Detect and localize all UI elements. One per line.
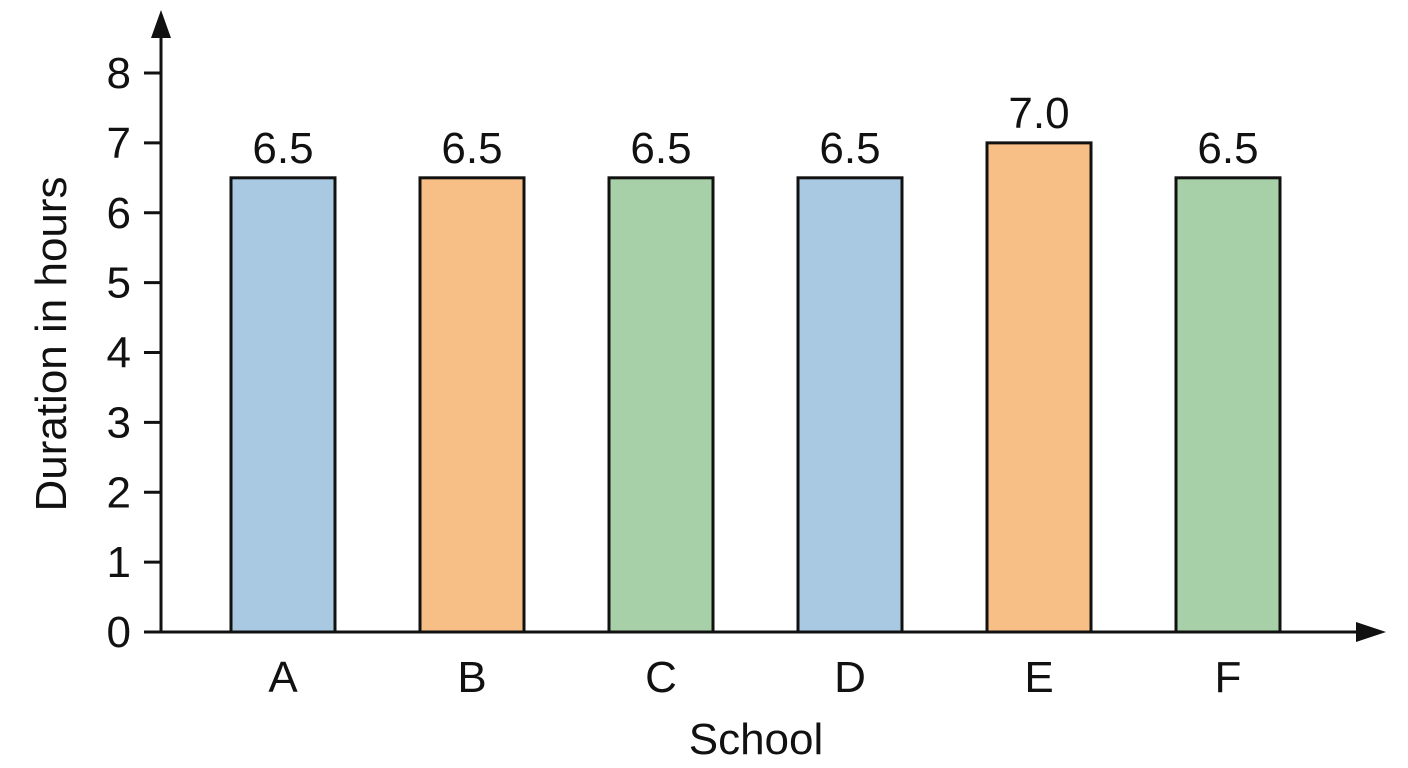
data-label-d: 6.5 [819, 124, 880, 173]
y-tick-label: 1 [107, 538, 131, 587]
y-axis-arrowhead [151, 10, 171, 38]
y-tick-label: 3 [107, 398, 131, 447]
bar-b [418, 176, 526, 634]
y-tick-label: 6 [107, 189, 131, 238]
y-tick-label: 4 [107, 329, 131, 378]
y-tick-label: 7 [107, 119, 131, 168]
x-axis-arrowhead [1356, 622, 1386, 642]
data-label-f: 6.5 [1197, 124, 1258, 173]
data-label-e: 7.0 [1008, 89, 1069, 138]
x-tick-label-b: B [457, 653, 486, 702]
x-tick-label-f: F [1215, 653, 1242, 702]
x-tick-label-e: E [1024, 653, 1053, 702]
bar-e [985, 141, 1093, 634]
y-tick-label: 5 [107, 259, 131, 308]
x-tick-label-c: C [645, 653, 677, 702]
y-tick-label: 0 [107, 608, 131, 657]
bar-c [607, 176, 715, 634]
x-tick-label-a: A [268, 653, 298, 702]
bars-group [229, 141, 1282, 634]
x-axis-title: School [689, 715, 824, 764]
axes-group [151, 10, 1386, 642]
data-label-b: 6.5 [441, 124, 502, 173]
x-axis-category-labels: A B C D E F [268, 653, 1241, 702]
y-tick-label: 2 [107, 468, 131, 517]
y-axis-ticks: 0 1 2 3 4 5 6 7 8 [107, 49, 161, 657]
bar-d [796, 176, 904, 634]
y-tick-label: 8 [107, 49, 131, 98]
bar-f [1174, 176, 1282, 634]
data-label-a: 6.5 [252, 124, 313, 173]
data-label-c: 6.5 [630, 124, 691, 173]
y-axis-title: Duration in hours [27, 176, 76, 511]
x-tick-label-d: D [834, 653, 866, 702]
bar-a [229, 176, 337, 634]
data-labels-group: 6.5 6.5 6.5 6.5 7.0 6.5 [252, 89, 1258, 173]
